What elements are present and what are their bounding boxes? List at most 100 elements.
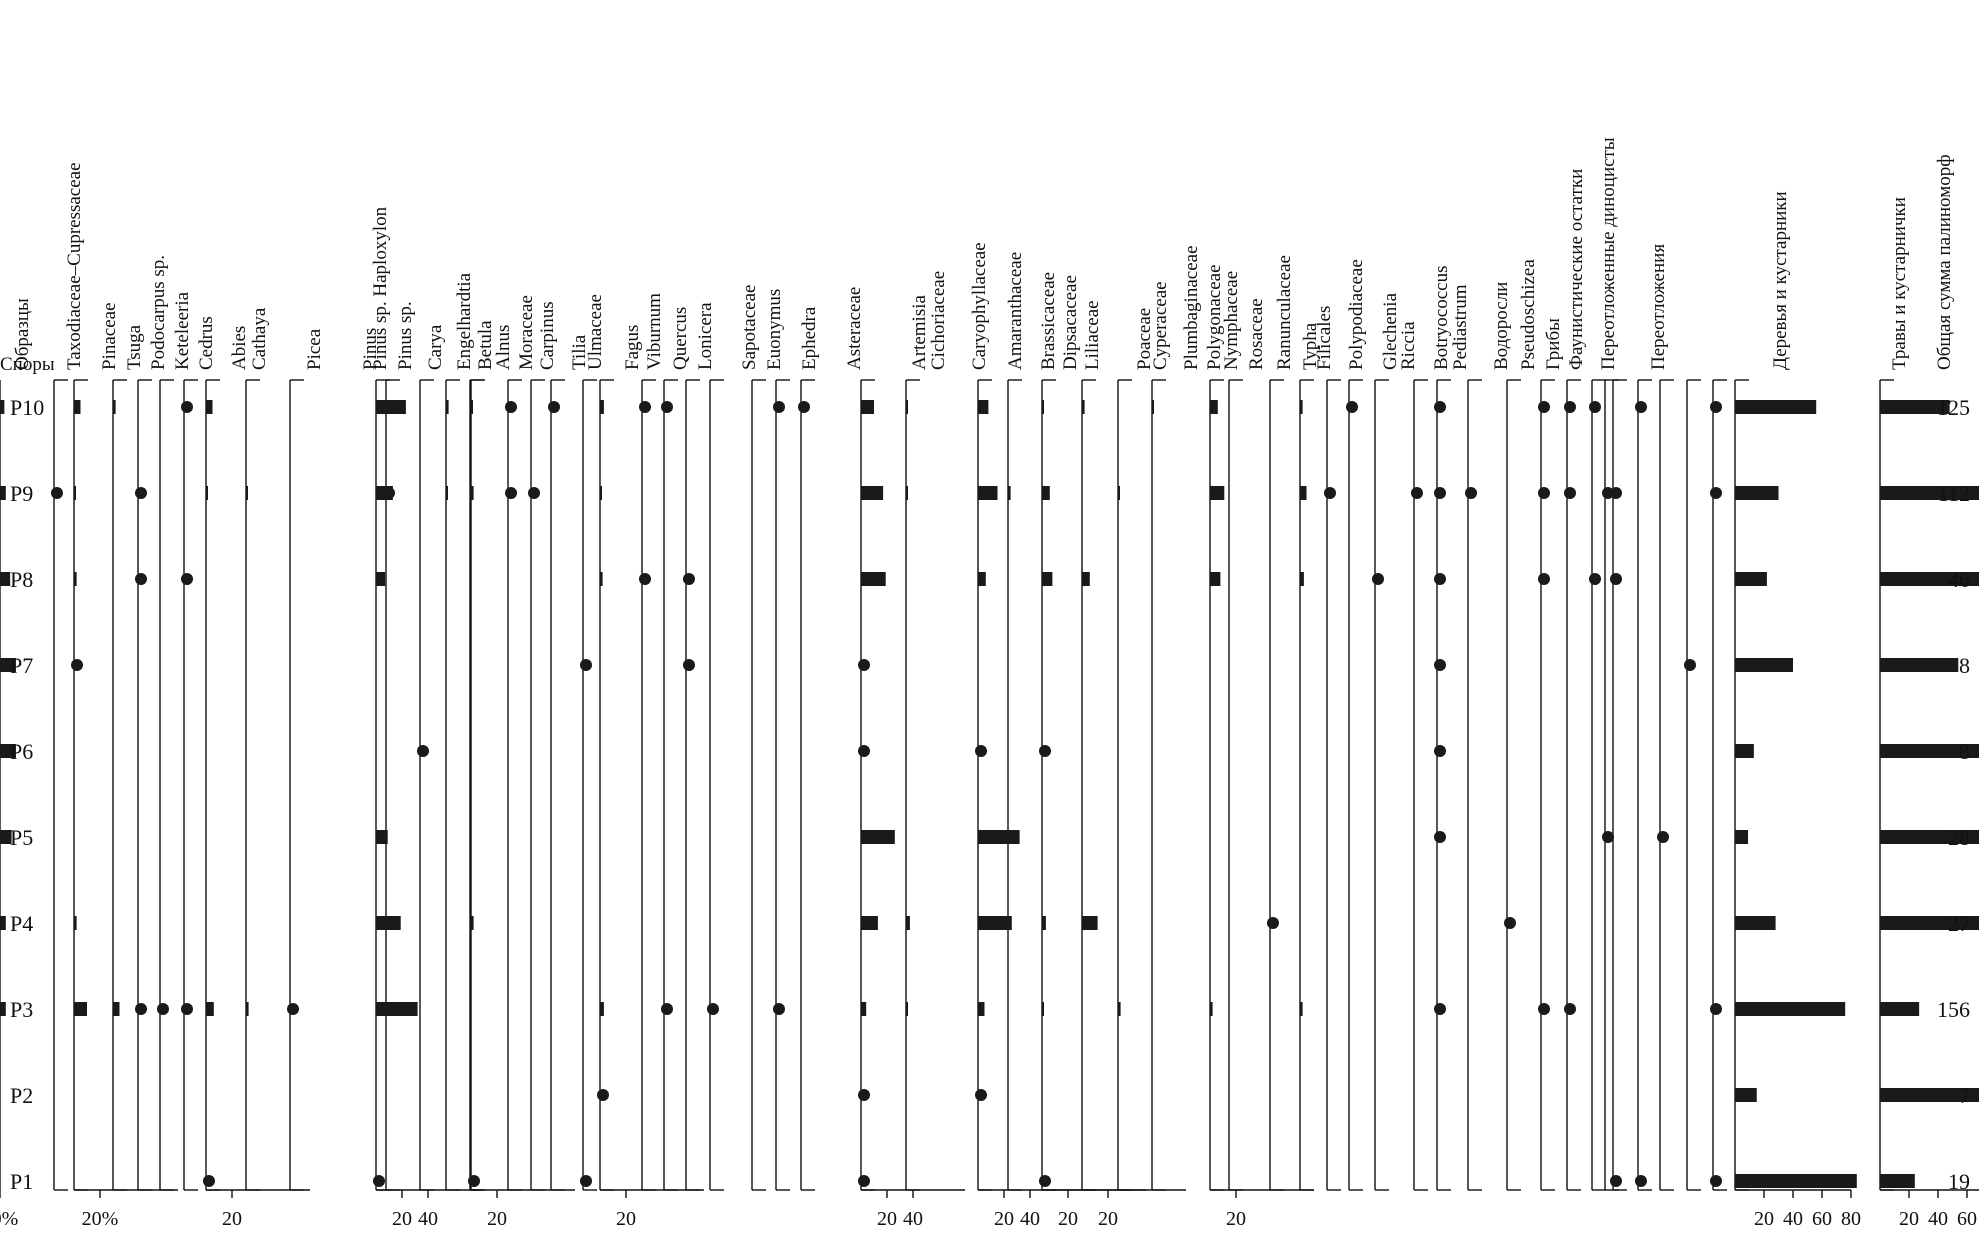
abundance-bar [1082, 572, 1090, 586]
sample-label-p5: P5 [10, 825, 33, 850]
tick-label: 80 [1841, 1208, 1861, 1230]
abundance-bar [1152, 400, 1154, 414]
abundance-bar [1735, 1002, 1846, 1016]
abundance-bar [1880, 400, 1950, 414]
taxon-label-quercus: Quercus [670, 307, 691, 370]
total-labels: 125 112 46 8 8 28 27 156 7 19 [1937, 395, 1970, 1194]
abundance-bar [600, 572, 603, 586]
presence-dot [1434, 401, 1446, 413]
abundance-bar [246, 1002, 249, 1016]
presence-dot [773, 1003, 785, 1015]
abundance-bar [906, 486, 908, 500]
abundance-bar [0, 400, 5, 414]
taxon-label-polypodiaceae: Polypodiaceae [1346, 259, 1367, 370]
tick-label: 20 [392, 1208, 412, 1230]
tick-label: 20 [616, 1208, 636, 1230]
abundance-bar [906, 400, 908, 414]
presence-dot [1610, 573, 1622, 585]
abundance-bar [74, 572, 77, 586]
abundance-bar [600, 400, 604, 414]
presence-dot [1504, 917, 1516, 929]
tick-label: 60 [1957, 1208, 1977, 1230]
abundance-bar [861, 830, 895, 844]
taxon-label-cedrus: Cedrus [196, 316, 217, 370]
taxon-label-caryophyllaceae: Caryophyllaceae [969, 242, 990, 370]
presence-dot [1411, 487, 1423, 499]
abundance-bar [1042, 916, 1046, 930]
taxon-label-tilia: Tilia [569, 334, 590, 370]
presence-dot [383, 487, 395, 499]
abundance-bar [1880, 486, 1979, 500]
presence-dot [798, 401, 810, 413]
presence-dot [181, 573, 193, 585]
abundance-bar [978, 830, 1020, 844]
abundance-bar [74, 400, 81, 414]
presence-dot [683, 573, 695, 585]
tick-label: 20 [1899, 1208, 1919, 1230]
taxon-label-poaceae: Poaceae [1134, 308, 1155, 370]
presence-dot [505, 401, 517, 413]
sample-label-p6: P6 [10, 739, 33, 764]
presence-dot [1710, 1175, 1722, 1187]
presence-dot [1434, 831, 1446, 843]
taxon-label-moraceae: Moraceae [516, 295, 537, 370]
abundance-bar [0, 916, 6, 930]
presence-dot [1564, 401, 1576, 413]
presence-dot [1564, 487, 1576, 499]
abundance-bar [978, 1002, 985, 1016]
tick-label: 20 [222, 1208, 242, 1230]
abundance-bar [1735, 1088, 1757, 1102]
presence-dot [383, 401, 395, 413]
taxon-label-переотложенные-диноцисты: Переотложенные диноцисты [1598, 137, 1619, 370]
abundance-bar [1300, 1002, 1303, 1016]
abundance-bar [1880, 572, 1979, 586]
abundance-bar [978, 486, 998, 500]
presence-dot [71, 659, 83, 671]
abundance-bar [246, 486, 248, 500]
abundance-bar [113, 1002, 120, 1016]
abundance-bar [0, 1002, 6, 1016]
taxon-label-fagus: Fagus [622, 325, 643, 370]
taxon-label-dipsacaceae: Dipsacaceae [1060, 275, 1081, 370]
abundance-bar [1210, 572, 1221, 586]
taxon-label-ulmaceae: Ulmaceae [585, 294, 606, 370]
abundance-bar [376, 572, 386, 586]
tick-label: 20 [877, 1208, 897, 1230]
presence-dot [1589, 401, 1601, 413]
abundance-bar [1735, 916, 1776, 930]
abundance-bar [1880, 1002, 1920, 1016]
total-value: 27 [1948, 911, 1970, 936]
tick-label: 20% [82, 1208, 119, 1230]
abundance-bar [1880, 830, 1979, 844]
presence-dot [157, 1003, 169, 1015]
presence-dot [1602, 831, 1614, 843]
presence-dot [1434, 1003, 1446, 1015]
taxon-label-споры: Споры [0, 354, 55, 375]
taxon-label-фаунистические-остатки: Фаунистические остатки [1566, 169, 1587, 370]
abundance-bar [446, 486, 448, 500]
abundance-bar [376, 830, 388, 844]
taxon-label-ranunculaceae: Ranunculaceae [1274, 255, 1295, 370]
tick-label: 20 [1058, 1208, 1078, 1230]
taxon-label-деревья-и-кустарники: Деревья и кустарники [1770, 191, 1791, 370]
total-value: 112 [1938, 481, 1970, 506]
abundance-bar [600, 486, 602, 500]
total-value: 8 [1959, 653, 1970, 678]
taxon-label-keteleeria: Keteleeria [172, 291, 193, 370]
taxon-label-glechenia: Glechenia [1380, 292, 1401, 370]
taxon-label-pinus: Pinus [360, 328, 381, 370]
abundance-bar [978, 572, 986, 586]
taxon-label-sapotaceae: Sapotaceae [739, 285, 760, 370]
abundance-bar [471, 916, 474, 930]
presence-dot [135, 573, 147, 585]
presence-dot [975, 1089, 987, 1101]
presence-dot [858, 745, 870, 757]
taxon-label-ephedra: Ephedra [799, 306, 820, 370]
presence-dot [1538, 1003, 1550, 1015]
presence-dot [858, 1089, 870, 1101]
tick-label: 20 [487, 1208, 507, 1230]
sample-labels: P10 P9 P8 P7 P6 P5 P4 P3 P2 P1 [10, 395, 44, 1194]
presence-dot [1710, 487, 1722, 499]
tick-label: 20 [1226, 1208, 1246, 1230]
taxon-label-abies: Abies [229, 326, 250, 370]
